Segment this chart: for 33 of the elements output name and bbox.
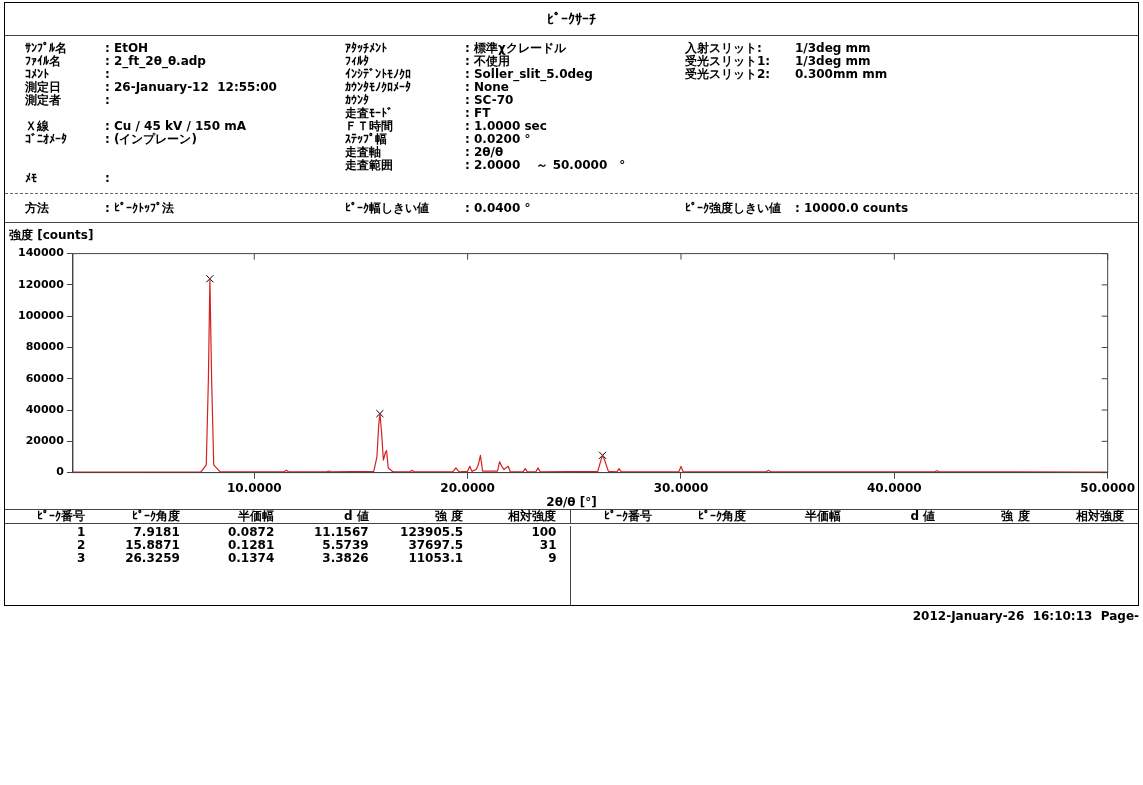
y-axis-title: 強度 [counts]: [8, 227, 95, 244]
chart-title: ﾋﾟｰｸｻｰﾁ: [5, 3, 1138, 36]
text: 方法 : ﾋﾟｰｸﾄｯﾌﾟ法 ﾋﾟｰｸ幅しきい値 : 0.0400 ° ﾋﾟｰｸ強度しきい値 : 10000.0 counts: [25, 201, 909, 215]
x-tick-label: 10.0000: [226, 480, 282, 495]
y-tick-label: 120000: [17, 277, 65, 291]
y-tick-label: 0: [56, 465, 65, 479]
text: ﾒﾓ :: [25, 171, 110, 185]
text: 走査範囲 : 2.0000 ～ 50.0000 °: [345, 158, 626, 172]
text: 3 26.3259 0.1374 3.3826 11053.1 9: [77, 551, 557, 565]
x-tick-label: 30.0000: [653, 480, 709, 495]
x-axis-title: 2θ/θ [°]: [545, 495, 598, 509]
x-tick-label: 40.0000: [866, 480, 922, 495]
y-tick-label: 100000: [17, 309, 65, 323]
text: 測定者 : ｶｳﾝﾀ : SC-70: [25, 93, 514, 107]
text: 測定日 : 26-January-12 12:55:00 ｶｳﾝﾀﾓﾉｸﾛﾒｰﾀ : None: [25, 80, 509, 94]
text: 1 7.9181 0.0872 11.1567 123905.5 100: [77, 525, 557, 539]
text: ｺﾒﾝﾄ : ｲﾝｼﾃﾞﾝﾄﾓﾉｸﾛ : Soller_slit_5.0deg 受光スリット2: 0.300mm mm: [25, 67, 888, 81]
text: 走査軸 : 2θ/θ: [345, 145, 504, 159]
text: ﾌｧｲﾙ名 : 2_ft_2θ_θ.adp ﾌｨﾙﾀ : 不使用 受光スリット1: 1/3deg mm: [25, 54, 871, 68]
text: ﾋﾟｰｸ番号 ﾋﾟｰｸ角度 半価幅 d 値 強 度 相対強度 ﾋﾟｰｸ番号 ﾋﾟｰｸ角度 半価幅 d 値 強 度 相対強度: [37, 509, 1124, 523]
y-tick-label: 20000: [25, 434, 65, 448]
y-tick-label: 140000: [17, 246, 65, 260]
x-tick-label: 50.0000: [1080, 480, 1135, 495]
text: ｺﾞﾆｵﾒｰﾀ : (インプレーン) ｽﾃｯﾌﾟ幅 : 0.0200 °: [25, 132, 531, 146]
text: Ｘ線 : Cu / 45 kV / 150 mA ＦＴ時間 : 1.0000 sec: [25, 119, 547, 133]
text: 走査ﾓｰﾄﾞ : FT: [345, 106, 491, 120]
text: ｻﾝﾌﾟﾙ名 : EtOH ｱﾀｯﾁﾒﾝﾄ : 標準χクレードル 入射スリット: 1/3deg mm: [25, 41, 871, 55]
y-tick-label: 80000: [25, 340, 65, 354]
x-tick-label: 20.0000: [440, 480, 495, 495]
y-tick-label: 40000: [25, 402, 65, 416]
text: 2012-January-26 16:10:13 Page-: [911, 608, 1139, 623]
y-tick-label: 60000: [25, 371, 65, 385]
text: 2 15.8871 0.1281 5.5739 37697.5 31: [77, 538, 557, 552]
